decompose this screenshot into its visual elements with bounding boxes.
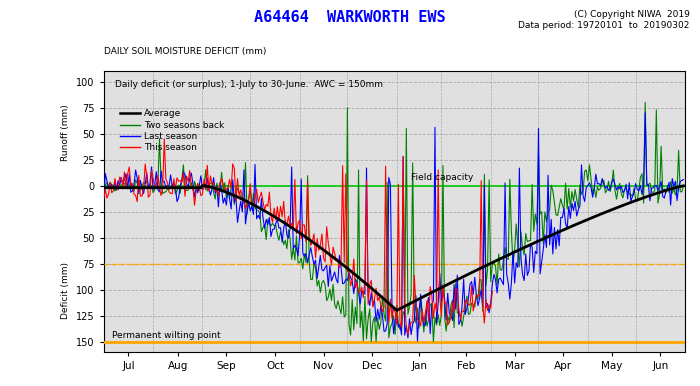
Text: Runoff (mm): Runoff (mm) xyxy=(62,105,71,161)
Text: Data period: 19720101  to  20190302: Data period: 19720101 to 20190302 xyxy=(518,21,690,30)
Text: Permanent wilting point: Permanent wilting point xyxy=(112,332,220,340)
Text: Field capacity: Field capacity xyxy=(411,173,473,183)
Text: A64464  WARKWORTH EWS: A64464 WARKWORTH EWS xyxy=(254,10,446,25)
Legend: Average, Two seasons back, Last season, This season: Average, Two seasons back, Last season, … xyxy=(120,109,225,152)
Text: Deficit (mm): Deficit (mm) xyxy=(62,262,71,319)
Text: (C) Copyright NIWA  2019: (C) Copyright NIWA 2019 xyxy=(573,10,690,19)
Text: Daily deficit (or surplus), 1-July to 30-June.  AWC = 150mm: Daily deficit (or surplus), 1-July to 30… xyxy=(116,80,384,89)
Text: DAILY SOIL MOISTURE DEFICIT (mm): DAILY SOIL MOISTURE DEFICIT (mm) xyxy=(104,47,266,56)
